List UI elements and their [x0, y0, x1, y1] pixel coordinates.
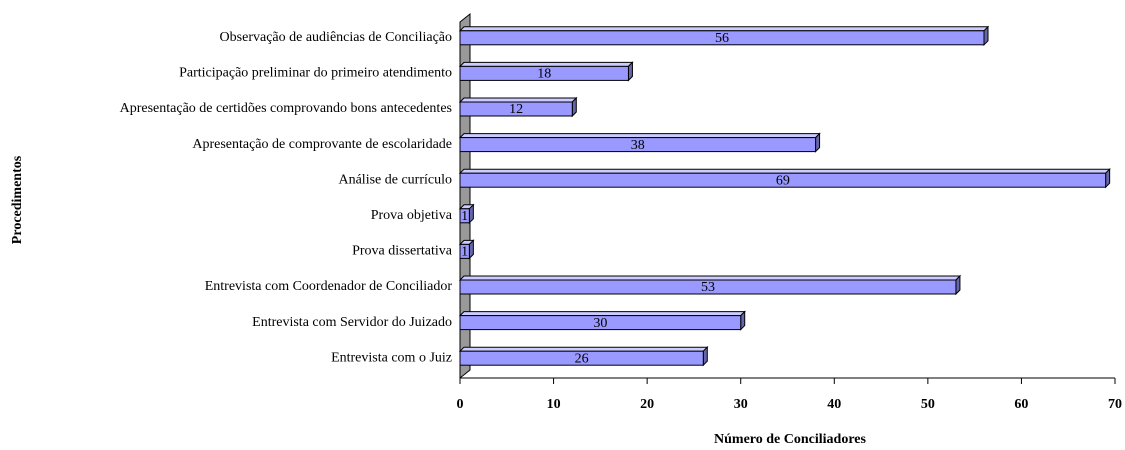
data-label: 30 — [593, 316, 607, 331]
x-tick-label: 10 — [547, 397, 561, 412]
x-tick-label: 0 — [457, 397, 464, 412]
bar — [459, 30, 985, 46]
y-tick-label: Prova objetiva — [371, 208, 453, 223]
x-tick-label: 60 — [1014, 397, 1028, 412]
y-tick-label: Apresentação de comprovante de escolarid… — [192, 137, 452, 152]
bar-side — [571, 96, 577, 118]
x-tick-label: 40 — [827, 397, 841, 412]
bar — [459, 279, 957, 295]
data-label: 12 — [509, 102, 523, 117]
y-tick-label: Prova dissertativa — [352, 244, 453, 259]
bar — [459, 101, 573, 117]
data-label: 26 — [575, 351, 589, 366]
bar-side — [1105, 167, 1111, 189]
bar-side — [983, 25, 989, 47]
bar — [459, 172, 1107, 188]
bar — [459, 243, 470, 259]
bar-side — [702, 345, 708, 367]
data-label: 18 — [537, 67, 551, 82]
bar-side — [815, 132, 821, 153]
data-label: 38 — [631, 138, 645, 153]
x-tick-label: 70 — [1108, 397, 1122, 412]
y-axis-title: Procedimentos — [10, 155, 25, 244]
bar-side — [740, 310, 746, 331]
bar — [459, 208, 470, 224]
y-tick-label: Análise de currículo — [338, 172, 452, 187]
bar — [459, 137, 817, 153]
data-label: 53 — [701, 280, 715, 295]
bar-side — [468, 239, 474, 260]
data-label: 69 — [776, 173, 790, 188]
x-tick-label: 20 — [640, 397, 654, 412]
y-tick-label: Entrevista com o Juiz — [331, 350, 452, 365]
y-tick-label: Entrevista com Servidor do Juizado — [252, 315, 452, 330]
data-label: 1 — [461, 209, 468, 224]
x-tick-label: 30 — [734, 397, 748, 412]
x-axis-title: Número de Conciliadores — [714, 432, 866, 447]
y-tick-label: Entrevista com Coordenador de Conciliado… — [205, 279, 453, 294]
y-tick-label: Participação preliminar do primeiro aten… — [179, 66, 452, 81]
bar-side — [468, 203, 474, 225]
y-tick-label: Observação de audiências de Conciliação — [220, 30, 452, 45]
bar — [459, 65, 629, 81]
bar-side — [955, 274, 961, 296]
y-tick-label: Apresentação de certidões comprovando bo… — [120, 101, 452, 116]
bar — [459, 315, 742, 331]
data-label: 1 — [461, 245, 468, 260]
bar-side — [627, 61, 633, 82]
x-tick-label: 50 — [921, 397, 935, 412]
bar — [459, 350, 704, 366]
data-label: 56 — [715, 31, 729, 46]
